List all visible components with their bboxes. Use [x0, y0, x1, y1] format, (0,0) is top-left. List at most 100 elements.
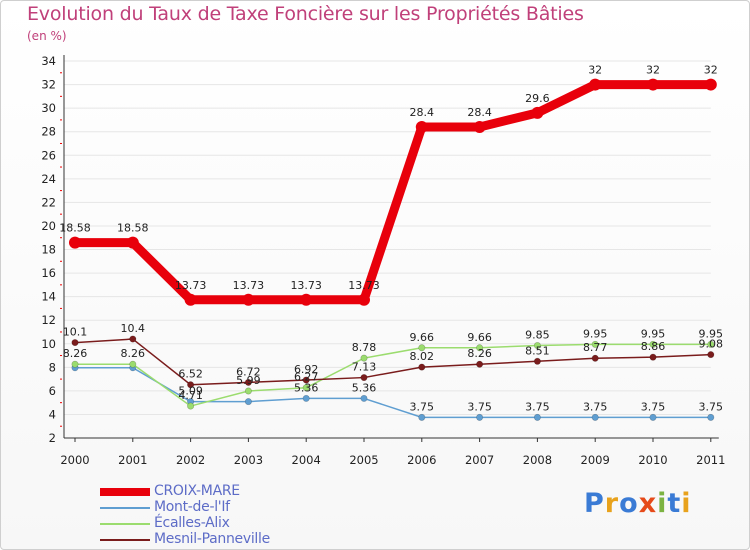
y-tick-label: 30	[41, 101, 56, 115]
data-label: 9.95	[699, 327, 724, 340]
series-point	[244, 378, 252, 386]
series-point	[476, 344, 484, 352]
x-tick-label: 2004	[292, 453, 321, 467]
legend-label-mesnil-panneville: Mesnil-Panneville	[154, 531, 270, 547]
logo-letter: i	[657, 488, 668, 519]
y-tick-label: 28	[41, 125, 56, 139]
series-point	[71, 339, 79, 347]
x-tick-label: 2007	[465, 453, 494, 467]
series-point	[129, 335, 137, 343]
data-label: 3.75	[699, 400, 724, 413]
data-label: 6.52	[178, 368, 203, 381]
legend-swatch-ecalles-alix	[100, 523, 150, 525]
legend: CROIX-MARE Mont-de-l'If Écalles-Alix Mes…	[100, 483, 400, 548]
grid-lines	[64, 60, 711, 439]
unit-label: (en %)	[27, 29, 67, 43]
data-label: 10.1	[63, 326, 88, 339]
series-line-3	[74, 338, 711, 386]
x-tick-label: 2008	[523, 453, 552, 467]
series-point	[418, 344, 426, 352]
y-tick-label: 2	[49, 431, 56, 445]
series-point	[184, 293, 197, 306]
series-point	[360, 374, 368, 382]
data-label: 3.75	[467, 400, 492, 413]
y-tick-label: 32	[41, 78, 56, 92]
series-point	[707, 413, 715, 421]
series-point	[533, 413, 541, 421]
logo-letter: P	[584, 488, 605, 519]
series-point	[302, 394, 310, 402]
series-point	[418, 413, 426, 421]
data-label: 13.73	[175, 279, 207, 292]
data-label: 7.13	[352, 361, 377, 374]
data-label: 6.72	[236, 365, 261, 378]
series-lines	[69, 78, 717, 421]
y-tick-label: 16	[41, 266, 56, 280]
data-label: 8.26	[467, 347, 492, 360]
legend-item-mesnil-panneville[interactable]: Mesnil-Panneville	[100, 531, 400, 548]
logo-letter: r	[604, 488, 620, 519]
data-label: 9.66	[410, 331, 435, 344]
proxiti-logo: Proxiti	[584, 488, 692, 519]
legend-swatch-mesnil-panneville	[100, 539, 150, 541]
data-label: 32	[704, 64, 718, 77]
series-point	[649, 353, 657, 361]
series-point	[707, 351, 715, 359]
data-label: 5.09	[178, 385, 203, 398]
series-point	[589, 78, 602, 91]
logo-letter: i	[681, 488, 692, 519]
y-tick-label: 34	[41, 54, 56, 68]
y-tick-label: 26	[41, 148, 56, 162]
y-tick-label: 18	[41, 243, 56, 257]
y-tick-label: 22	[41, 195, 56, 209]
x-tick-label: 2010	[638, 453, 667, 467]
series-point	[418, 363, 426, 371]
data-label: 9.85	[525, 329, 550, 342]
chart-title: Evolution du Taux de Taxe Foncière sur l…	[27, 3, 584, 25]
series-point	[704, 78, 717, 91]
data-label: 32	[646, 64, 660, 77]
data-label: 29.6	[525, 92, 550, 105]
y-tick-label: 14	[41, 290, 56, 304]
series-point	[244, 398, 252, 406]
data-label: 3.75	[583, 400, 608, 413]
data-label: 5.99	[236, 374, 261, 387]
series-point	[415, 120, 428, 133]
x-tick-label: 2006	[407, 453, 436, 467]
series-point	[476, 413, 484, 421]
series-point	[360, 394, 368, 402]
series-point	[358, 293, 370, 306]
y-tick-label: 12	[41, 313, 56, 327]
series-point	[649, 413, 657, 421]
data-label: 13.73	[233, 279, 265, 292]
series-point	[473, 120, 486, 133]
series-point	[649, 340, 657, 348]
data-label: 8.78	[352, 341, 377, 354]
legend-item-mont-de-l-if[interactable]: Mont-de-l'If	[100, 499, 400, 516]
series-point	[302, 376, 310, 384]
y-tick-label: 6	[49, 384, 56, 398]
series-point	[531, 106, 544, 119]
series-point	[591, 340, 599, 348]
series-point	[71, 360, 79, 368]
y-tick-label: 10	[41, 337, 56, 351]
series-point	[187, 402, 195, 410]
series-line-0	[75, 80, 711, 305]
data-label: 28.4	[467, 106, 492, 119]
legend-item-ecalles-alix[interactable]: Écalles-Alix	[100, 515, 400, 532]
data-label: 8.77	[583, 341, 608, 354]
series-point	[591, 413, 599, 421]
data-label: 9.08	[699, 338, 724, 351]
y-tick-label: 4	[49, 407, 56, 421]
data-label: 8.26	[63, 347, 88, 360]
data-label: 3.75	[641, 400, 666, 413]
series-point	[591, 354, 599, 362]
legend-item-croix-mare[interactable]: CROIX-MARE	[100, 483, 400, 500]
data-label: 18.58	[59, 222, 91, 235]
legend-label-mont-de-l-if: Mont-de-l'If	[154, 499, 230, 515]
series-point	[126, 236, 139, 249]
logo-letter: o	[619, 488, 639, 519]
data-label: 8.02	[410, 350, 435, 363]
data-label: 8.51	[525, 344, 550, 357]
y-tick-label: 8	[49, 360, 56, 374]
